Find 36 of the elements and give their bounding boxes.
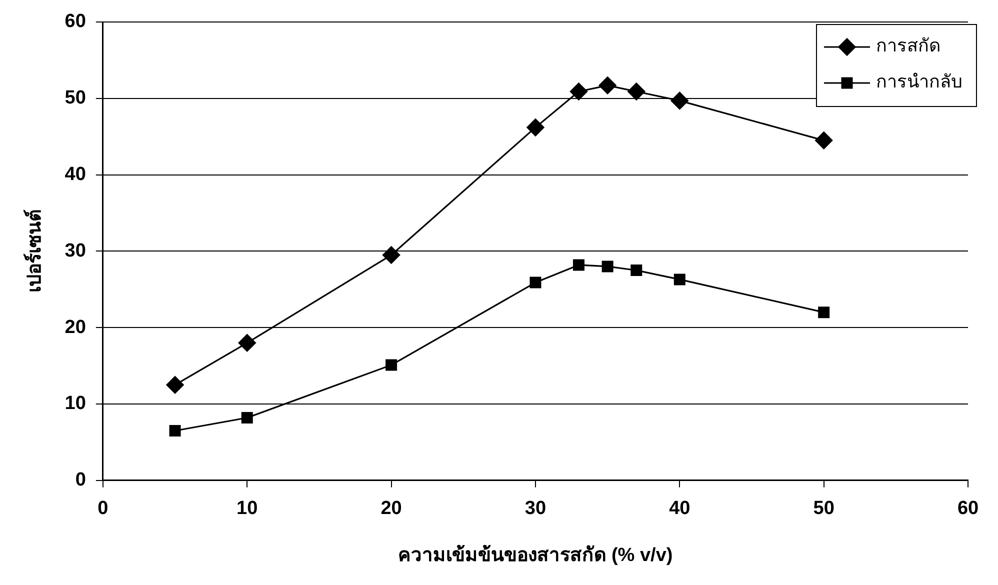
point bbox=[570, 82, 588, 100]
point bbox=[526, 118, 544, 136]
point bbox=[238, 334, 256, 352]
x-tick-label: 60 bbox=[957, 498, 979, 520]
x-tick-label: 20 bbox=[380, 498, 402, 520]
point bbox=[386, 359, 398, 371]
point bbox=[602, 260, 614, 272]
y-tick-label: 40 bbox=[64, 164, 86, 186]
x-tick-label: 30 bbox=[524, 498, 546, 520]
y-tick-label: 50 bbox=[64, 88, 86, 109]
legend-label: การสกัด bbox=[876, 36, 941, 57]
x-tick-label: 10 bbox=[236, 498, 258, 520]
point bbox=[818, 306, 830, 318]
point bbox=[815, 132, 833, 150]
point bbox=[630, 264, 642, 276]
x-tick-label: 40 bbox=[669, 498, 690, 520]
y-tick-label: 30 bbox=[64, 240, 86, 262]
point bbox=[674, 274, 686, 286]
point bbox=[598, 76, 616, 94]
y-axis-title: เปอร์เซนต์ bbox=[24, 210, 46, 293]
point bbox=[628, 82, 646, 100]
point bbox=[382, 246, 400, 264]
point bbox=[241, 412, 253, 424]
point bbox=[572, 259, 584, 271]
point bbox=[169, 424, 181, 436]
legend-label: การนำกลับ bbox=[876, 72, 962, 93]
y-tick-label: 60 bbox=[64, 11, 86, 32]
x-tick-label: 0 bbox=[98, 498, 108, 520]
point bbox=[530, 276, 542, 288]
x-axis-title: ความเข้มข้นของสารสกัด (% v/v) bbox=[398, 544, 673, 566]
y-tick-label: 10 bbox=[64, 393, 86, 414]
point bbox=[670, 92, 688, 110]
point bbox=[166, 376, 184, 394]
y-tick-label: 20 bbox=[64, 316, 86, 338]
y-tick-label: 0 bbox=[75, 470, 86, 491]
x-tick-label: 50 bbox=[813, 498, 834, 520]
